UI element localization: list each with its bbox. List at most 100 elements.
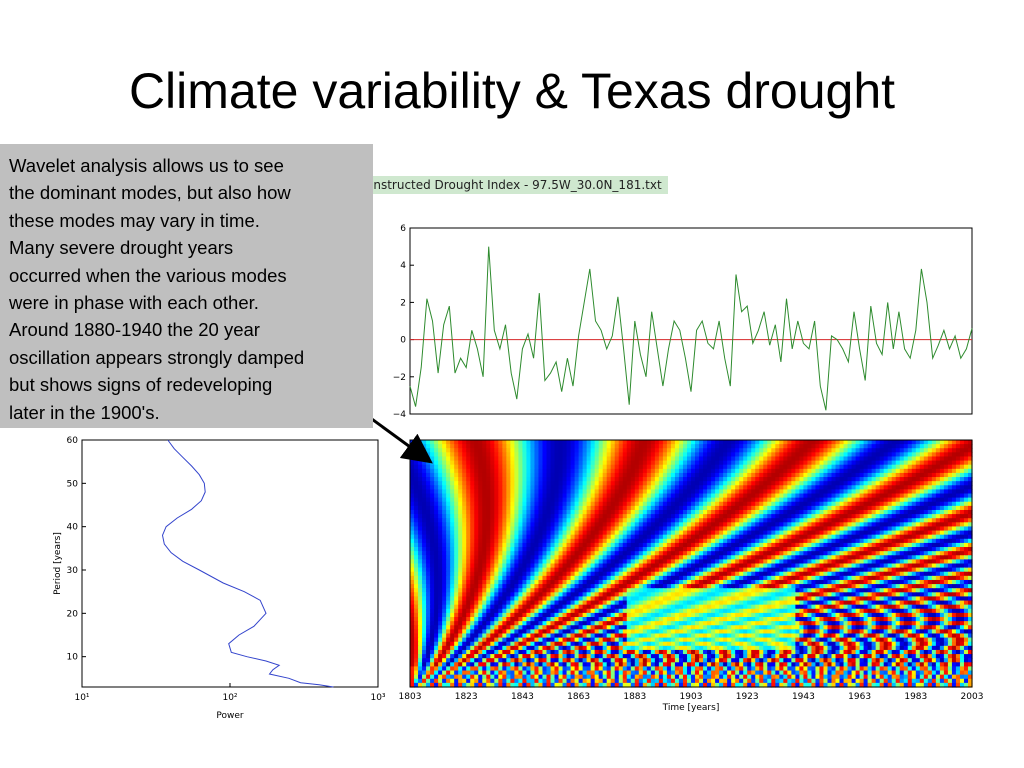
wavelet-cell: [574, 489, 580, 495]
wavelet-cell: [747, 575, 752, 581]
wavelet-cell: [598, 547, 604, 552]
wavelet-cell: [827, 563, 833, 569]
wavelet-cell: [538, 522, 544, 528]
wavelet-cell: [847, 477, 853, 482]
wavelet-cell: [450, 485, 455, 490]
wavelet-cell: [674, 571, 680, 577]
wavelet-cell: [787, 538, 792, 544]
wavelet-cell: [414, 472, 419, 478]
wavelet-cell: [602, 464, 608, 470]
wavelet-cell: [755, 501, 760, 507]
wavelet-cell: [526, 547, 532, 552]
wavelet-cell: [582, 452, 588, 458]
wavelet-cell: [602, 522, 608, 528]
wavelet-cell: [642, 460, 648, 466]
wavelet-cell: [959, 575, 965, 581]
wavelet-cell: [666, 542, 672, 548]
wavelet-cell: [895, 551, 901, 556]
wavelet-cell: [542, 584, 548, 589]
wavelet-cell: [783, 472, 788, 478]
wavelet-cell: [538, 464, 544, 470]
wavelet-cell: [542, 464, 548, 470]
wavelet-cell: [462, 493, 467, 499]
wavelet-cell: [578, 567, 584, 573]
wavelet-cell: [470, 501, 475, 507]
wavelet-cell: [927, 472, 933, 478]
wavelet-cell: [650, 460, 656, 466]
wavelet-cell: [474, 509, 479, 515]
wavelet-cell: [935, 485, 941, 490]
wavelet-cell: [658, 456, 664, 462]
wavelet-cell: [727, 489, 732, 495]
wavelet-cell: [686, 571, 692, 577]
wavelet-cell: [434, 452, 439, 458]
wavelet-cell: [731, 452, 736, 458]
wavelet-cell: [538, 563, 544, 569]
wavelet-cell: [418, 584, 423, 589]
wavelet-cell: [851, 559, 857, 565]
wavelet-cell: [823, 464, 829, 470]
wavelet-cell: [666, 538, 672, 544]
wavelet-cell: [422, 444, 427, 449]
wavelet-cell: [947, 514, 953, 519]
wavelet-cell: [646, 468, 652, 474]
wavelet-cell: [731, 530, 736, 536]
wavelet-cell: [434, 468, 439, 474]
wavelet-cell: [747, 530, 752, 536]
wavelet-cell: [658, 551, 664, 556]
wavelet-cell: [630, 472, 636, 478]
wavelet-cell: [947, 542, 953, 548]
wavelet-cell: [682, 555, 688, 560]
wavelet-cell: [955, 522, 961, 528]
wavelet-cell: [446, 485, 451, 490]
wavelet-cell: [699, 448, 704, 453]
wavelet-cell: [630, 571, 636, 577]
wavelet-cell: [939, 440, 945, 445]
wavelet-cell: [851, 452, 857, 458]
wavelet-cell: [450, 547, 455, 552]
wavelet-cell: [638, 559, 644, 565]
wavelet-cell: [851, 542, 857, 548]
wavelet-cell: [658, 538, 664, 544]
wavelet-cell: [542, 534, 548, 540]
wavelet-cell: [727, 518, 732, 523]
wavelet-cell: [638, 518, 644, 523]
wavelet-cell: [682, 559, 688, 565]
wavelet-cell: [887, 514, 893, 519]
wavelet-cell: [570, 514, 576, 519]
wavelet-cell: [594, 468, 600, 474]
wavelet-cell: [891, 579, 897, 585]
wavelet-cell: [927, 464, 933, 470]
wavelet-cell: [410, 489, 415, 495]
wavelet-cell: [703, 526, 708, 532]
wavelet-cell: [598, 538, 604, 544]
wavelet-cell: [883, 526, 889, 532]
wavelet-cell: [606, 481, 612, 486]
wavelet-cell: [691, 575, 696, 581]
wavelet-cell: [686, 538, 692, 544]
wavelet-cell: [763, 464, 768, 470]
wavelet-cell: [646, 444, 652, 449]
wavelet-cell: [747, 571, 752, 577]
wavelet-cell: [446, 497, 451, 503]
wavelet-cell: [799, 547, 804, 552]
wavelet-cell: [550, 497, 556, 503]
wavelet-cell: [602, 530, 608, 536]
wavelet-cell: [703, 477, 708, 482]
wavelet-cell: [526, 551, 532, 556]
wavelet-cell: [827, 547, 833, 552]
wavelet-cell: [678, 485, 684, 490]
wavelet-cell: [903, 501, 909, 507]
wavelet-cell: [678, 505, 684, 511]
wavelet-cell: [823, 518, 829, 523]
wavelet-cell: [919, 563, 925, 569]
wavelet-cell: [915, 559, 921, 565]
wavelet-cell: [642, 509, 648, 515]
wavelet-cell: [711, 444, 716, 449]
wavelet-cell: [650, 497, 656, 503]
wavelet-cell: [787, 559, 792, 565]
wavelet-cell: [410, 477, 415, 482]
wavelet-cell: [566, 440, 572, 445]
wavelet-cell: [586, 481, 592, 486]
wavelet-cell: [630, 567, 636, 573]
